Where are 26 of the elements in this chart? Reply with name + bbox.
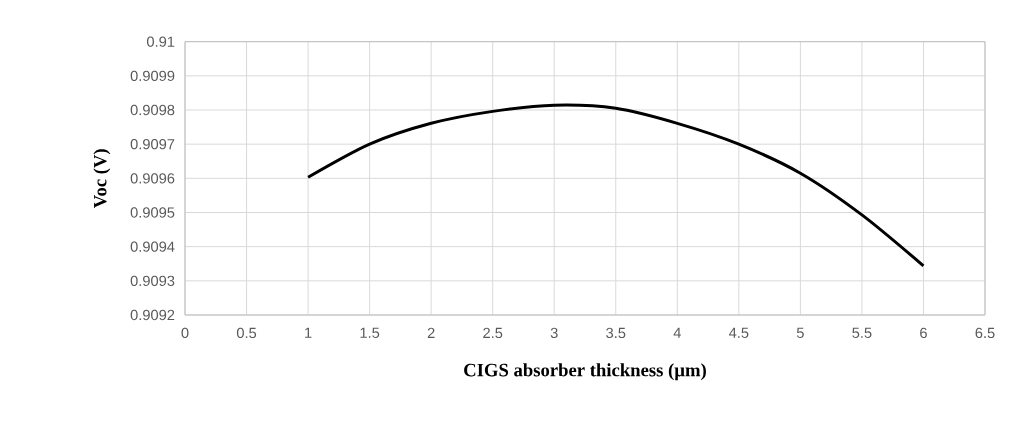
x-tick-label: 1 (305, 327, 312, 338)
y-tick-label: 0.9099 (130, 70, 175, 82)
y-tick-label: 0.9094 (130, 241, 175, 252)
x-tick-label: 4 (673, 327, 681, 338)
y-tick-label: 0.91 (146, 36, 175, 47)
y-tick-label: 0.9097 (130, 138, 175, 150)
y-tick-label: 0.9096 (130, 173, 175, 184)
x-tick-label: 5 (796, 327, 804, 338)
x-tick-label: 4.5 (728, 327, 749, 338)
x-tick-label: 0.5 (236, 327, 257, 339)
x-tick-label: 0 (181, 327, 189, 339)
line-series (306, 103, 925, 268)
x-tick-label: 2 (427, 327, 435, 338)
x-tick-label: 3 (550, 327, 558, 339)
y-tick-label: 0.9095 (130, 207, 175, 218)
y-tick-label: 0.9093 (130, 275, 175, 287)
x-tick-label: 6.5 (975, 327, 995, 339)
y-tick-label: 0.9092 (130, 309, 175, 321)
x-axis-title: CIGS absorber thickness (µm) (464, 363, 706, 381)
x-tick-label: 2.5 (483, 327, 503, 339)
x-tick-label: 3.5 (606, 327, 626, 339)
x-tick-label: 1.5 (360, 327, 380, 338)
x-tick-label: 5.5 (852, 327, 872, 338)
y-axis-title: Voc (V) (93, 149, 111, 209)
y-tick-label: 0.9098 (130, 104, 175, 116)
x-tick-label: 6 (920, 327, 927, 339)
